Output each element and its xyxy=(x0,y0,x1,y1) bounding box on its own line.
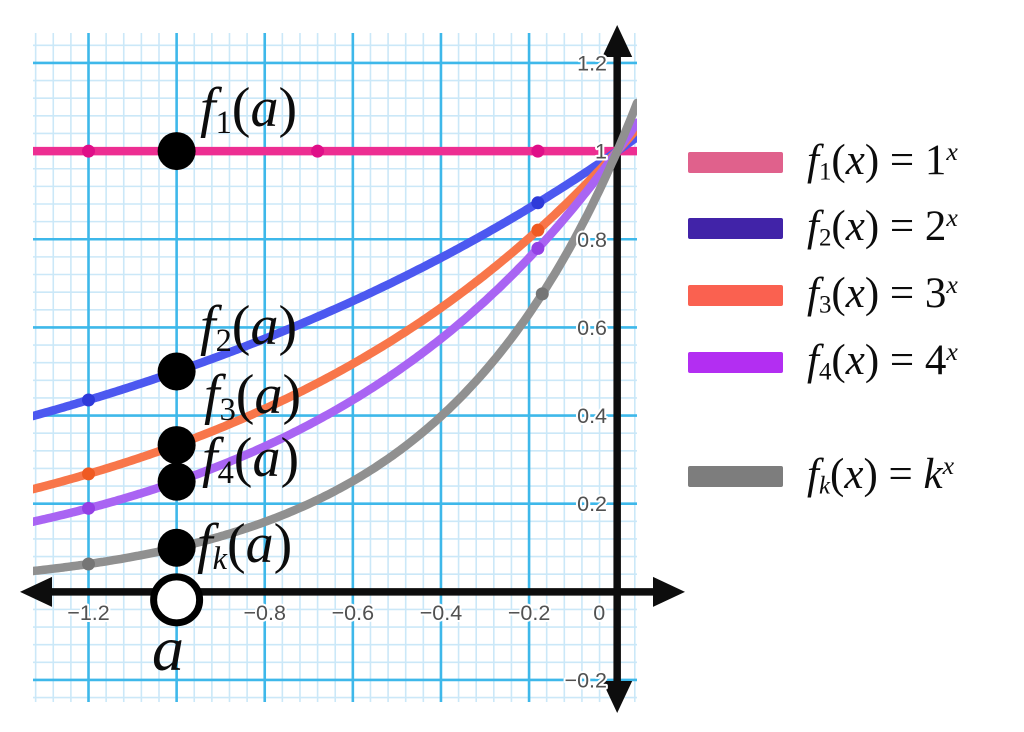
x-axis-right-arrow xyxy=(653,576,685,607)
y-axis-bottom-arrow xyxy=(602,681,633,713)
tick-labels: 1.2 1 0.8 0.6 0.4 0.2 −0.2 −1.2 −0.8 −0.6 −0.4 −0.2… xyxy=(65,49,609,694)
function-curves xyxy=(33,98,637,576)
x-tick-label: −0.4 xyxy=(420,601,462,625)
y-tick-label: −0.2 xyxy=(565,668,607,692)
legend-label-fk: fk(x) = kx xyxy=(807,450,955,500)
x-tick-label: −0.8 xyxy=(244,601,286,625)
legend-row-f4: f4(x) = 4x xyxy=(688,338,958,386)
y-axis-top-arrow xyxy=(602,25,633,57)
x-tick-label: −0.6 xyxy=(332,601,374,625)
y-tick-label: 0.2 xyxy=(577,492,607,516)
legend-swatch-f2 xyxy=(688,217,783,239)
point-label-fka: fk(a) xyxy=(197,513,293,578)
point-label-f2a: f2(a) xyxy=(200,295,298,360)
y-tick-label: 1.2 xyxy=(577,51,607,75)
legend-row-f3: f3(x) = 3x xyxy=(688,271,958,319)
point-label-f1a: f1(a) xyxy=(200,77,298,142)
legend-row-fk: fk(x) = kx xyxy=(688,452,954,500)
point-markers xyxy=(150,132,204,627)
legend-swatch-f3 xyxy=(688,284,783,306)
y-tick-label: 0.6 xyxy=(577,316,607,340)
x-tick-label: −1.2 xyxy=(67,601,109,625)
y-tick-label: 1 xyxy=(595,140,607,164)
legend-label-f2: f2(x) = 2x xyxy=(807,202,958,252)
x-axis-left-arrow xyxy=(20,576,52,607)
x-tick-label: −0.2 xyxy=(508,601,550,625)
legend-row-f1: f1(x) = 1x xyxy=(688,138,958,186)
legend-swatch-fk xyxy=(688,465,783,487)
legend-label-f4: f4(x) = 4x xyxy=(807,336,958,386)
legend-swatch-f4 xyxy=(688,351,783,373)
x-tick-label: 0 xyxy=(593,601,605,625)
y-tick-label: 0.4 xyxy=(577,404,607,428)
point-label-f3a: f3(a) xyxy=(204,364,302,429)
legend: f1(x) = 1x f2(x) = 2x f3(x) = 3x f4(x) =… xyxy=(688,138,1024,558)
legend-label-f3: f3(x) = 3x xyxy=(807,269,958,319)
point-label-f4a: f4(a) xyxy=(202,427,300,492)
legend-swatch-f1 xyxy=(688,151,783,173)
y-tick-label: 0.8 xyxy=(577,228,607,252)
curve-fk xyxy=(33,98,637,576)
open-circle-a xyxy=(150,573,204,627)
a-label: a xyxy=(152,613,184,684)
legend-label-f1: f1(x) = 1x xyxy=(807,136,958,186)
legend-row-f2: f2(x) = 2x xyxy=(688,204,958,252)
